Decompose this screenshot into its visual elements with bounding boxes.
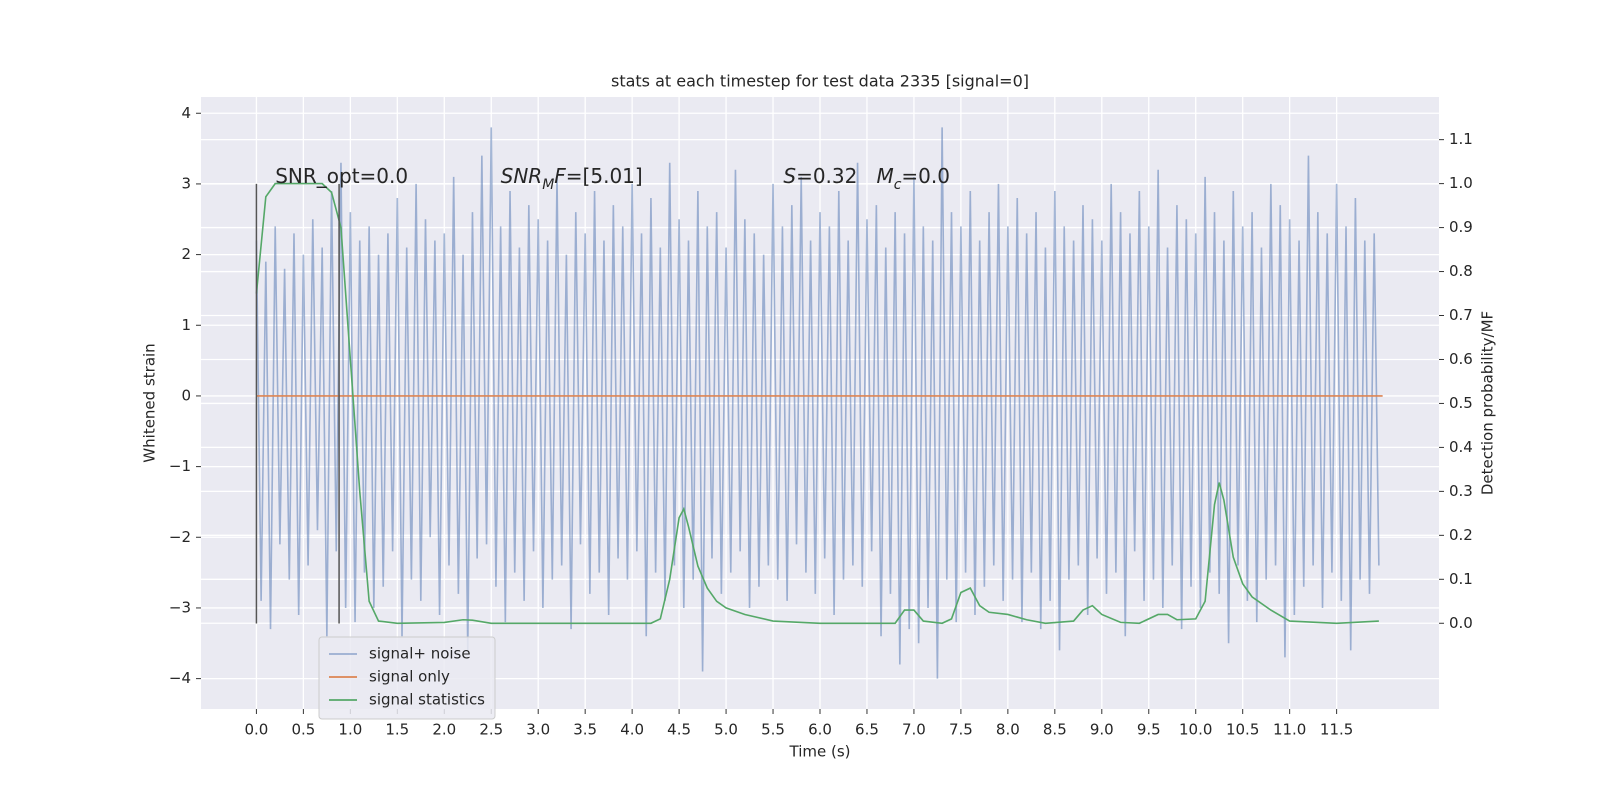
y2-tick-label: 1.0 [1449,174,1473,192]
y-tick-label: −3 [169,598,191,616]
x-tick-label: 5.5 [761,721,785,739]
y2-tick-label: 0.2 [1449,526,1473,544]
series-line [255,127,1380,679]
y2-tick-label: 1.1 [1449,130,1473,148]
y-tick-label: −4 [169,669,191,687]
y2-tick-label: 0.3 [1449,482,1473,500]
x-axis-label: Time (s) [789,743,851,761]
series-line [255,182,1379,625]
y-tick-label: 4 [181,104,191,122]
x-tick-label: 6.5 [855,721,879,739]
x-tick-label: 5.0 [714,721,738,739]
annotation-part: SNR [501,163,543,187]
annotation: SNRMF=[5.01] [501,163,643,193]
x-tick-label: 9.5 [1137,721,1161,739]
y2-tick-label: 0.4 [1449,438,1473,456]
y2-tick-label: 0.7 [1449,306,1473,324]
y-tick-label: 2 [181,245,191,263]
y2-tick-label: 0.0 [1449,614,1473,632]
y-tick-label: −1 [169,457,191,475]
legend-label: signal statistics [369,691,485,709]
annotation-part: c [894,177,902,193]
y-tick-label: −2 [169,528,191,546]
x-tick-label: 0.0 [244,721,268,739]
chart-title: stats at each timestep for test data 233… [611,72,1029,91]
legend-label: signal+ noise [369,645,471,663]
y2-axis-label: Detection probability/MF [1479,311,1497,495]
x-tick-label: 1.5 [385,721,409,739]
x-tick-label: 6.0 [808,721,832,739]
x-tick-label: 11.5 [1320,721,1353,739]
x-tick-label: 7.5 [949,721,973,739]
y-tick-label: 3 [181,174,191,192]
x-tick-label: 10.5 [1226,721,1259,739]
annotation-part: M [542,177,554,193]
x-tick-label: 11.0 [1273,721,1306,739]
x-tick-label: 3.0 [526,721,550,739]
legend: signal+ noise signal only signal statistic… [318,636,496,720]
plot-area [255,127,1383,679]
y-tick-label: 0 [181,386,191,404]
annotation-part: =0.0 [901,163,950,187]
x-tick-label: 4.0 [620,721,644,739]
x-tick-label: 8.0 [996,721,1020,739]
annotation-part: M [876,163,893,187]
x-tick-label: 8.5 [1043,721,1067,739]
annotation-part: =[5.01] [566,163,643,187]
x-tick-label: 9.0 [1090,721,1114,739]
annotation-part: S [783,163,796,187]
y2-tick-label: 0.5 [1449,394,1473,412]
annotation-part: =0.32 [796,163,876,187]
x-tick-label: 4.5 [667,721,691,739]
x-tick-label: 10.0 [1179,721,1212,739]
annotation: SNR_opt=0.0 [275,163,408,187]
x-tick-label: 0.5 [291,721,315,739]
y2-tick-label: 0.8 [1449,262,1473,280]
legend-box [318,636,496,720]
x-tick-label: 7.0 [902,721,926,739]
y2-tick-label: 0.6 [1449,350,1473,368]
y2-tick-label: 0.1 [1449,570,1473,588]
x-tick-label: 3.5 [573,721,597,739]
y-axis-label: Whitened strain [141,343,159,462]
legend-label: signal only [369,668,450,686]
annotation-part: SNR_opt=0.0 [275,163,408,187]
x-tick-label: 2.0 [432,721,456,739]
y-tick-label: 1 [181,316,191,334]
y2-tick-label: 0.9 [1449,218,1473,236]
annotation-part: F [554,163,566,187]
x-tick-label: 2.5 [479,721,503,739]
annotation: S=0.32 Mc=0.0 [783,163,950,193]
x-tick-label: 1.0 [338,721,362,739]
